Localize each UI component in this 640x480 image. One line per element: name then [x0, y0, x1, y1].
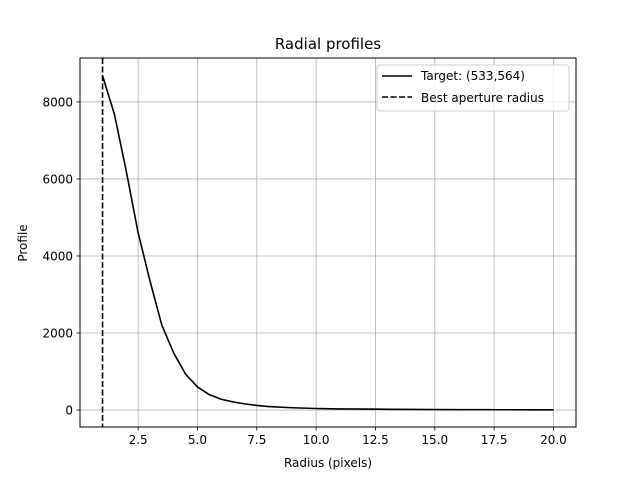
plot-frame [79, 57, 577, 428]
x-tick-label: 2.5 [129, 433, 148, 447]
y-axis-ticks: 0 2000 4000 6000 8000 [42, 95, 80, 418]
x-tick-label: 15.0 [421, 433, 448, 447]
x-tick-label: 12.5 [362, 433, 389, 447]
y-axis-label: Profile [16, 224, 30, 261]
y-tick-label: 6000 [42, 172, 73, 186]
y-tick-label: 8000 [42, 95, 73, 109]
x-axis-label: Radius (pixels) [284, 456, 372, 470]
grid [80, 58, 576, 427]
legend-aperture-label: Best aperture radius [421, 91, 544, 105]
legend-box [376, 64, 570, 112]
x-tick-label: 17.5 [481, 433, 508, 447]
x-tick-label: 20.0 [540, 433, 567, 447]
y-tick-label: 2000 [42, 327, 73, 341]
x-tick-label: 7.5 [247, 433, 266, 447]
target-profile-line [101, 75, 554, 411]
y-tick-label: 0 [65, 404, 73, 418]
chart-title: Radial profiles [275, 35, 381, 53]
series-layer [101, 58, 554, 427]
x-tick-label: 10.0 [303, 433, 330, 447]
x-tick-label: 5.0 [188, 433, 207, 447]
legend: Target: (533,564) Best aperture radius [376, 64, 570, 112]
x-axis-ticks: 2.5 5.0 7.5 10.0 12.5 15.0 17.5 20.0 [129, 427, 567, 447]
legend-target-label: Target: (533,564) [420, 69, 525, 83]
y-tick-label: 4000 [42, 249, 73, 263]
